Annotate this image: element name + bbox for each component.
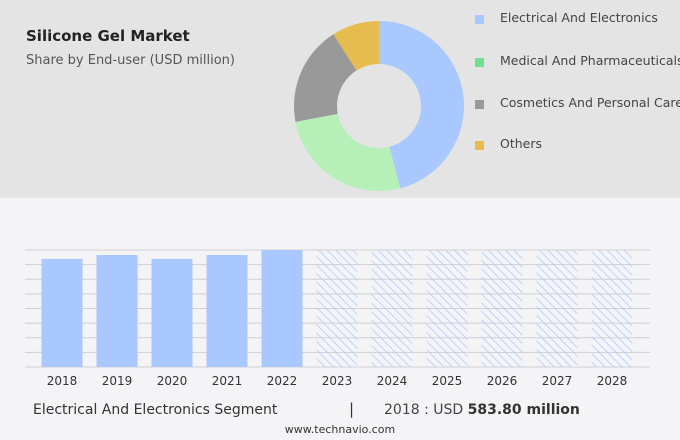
donut-slice-1 xyxy=(295,113,401,191)
donut-slice-0 xyxy=(379,21,465,189)
legend-label: Others xyxy=(500,136,543,151)
bar-2022 xyxy=(261,250,303,367)
chart-subtitle: Share by End-user (USD million) xyxy=(26,53,235,68)
bar-2019 xyxy=(96,254,138,367)
x-tick-label: 2028 xyxy=(597,374,628,388)
footer-year: 2018 : USD xyxy=(384,402,464,418)
x-tick-label: 2018 xyxy=(47,374,78,388)
bar-2020 xyxy=(151,258,193,367)
donut-slice-2 xyxy=(294,34,357,122)
legend-swatch xyxy=(475,141,484,150)
x-tick-label: 2026 xyxy=(487,374,518,388)
bar-forecast-2024 xyxy=(371,250,413,367)
bar-2021 xyxy=(206,254,248,367)
footer-value: 2018 : USD 583.80 million xyxy=(384,402,580,418)
bar-forecast-2026 xyxy=(481,250,523,367)
bar-forecast-2027 xyxy=(536,250,578,367)
chart-title: Silicone Gel Market xyxy=(26,27,190,45)
footer-amount: 583.80 million xyxy=(467,402,580,418)
legend-swatch xyxy=(475,15,484,24)
x-tick-label: 2024 xyxy=(377,374,408,388)
legend-swatch xyxy=(475,58,484,67)
bar-chart: 2018 2019 2020 2021 2022 2023 2024 2025 2026 2027… xyxy=(25,249,650,388)
x-tick-label: 2022 xyxy=(267,374,298,388)
legend-label: Cosmetics And Personal Care xyxy=(500,95,680,110)
donut-slice-3 xyxy=(333,21,379,71)
legend-swatch xyxy=(475,100,484,109)
x-tick-label: 2020 xyxy=(157,374,188,388)
legend-label: Medical And Pharmaceuticals xyxy=(500,53,680,68)
x-tick-label: 2025 xyxy=(432,374,463,388)
footer-segment: Electrical And Electronics Segment xyxy=(33,402,278,418)
bar-forecast-2023 xyxy=(316,250,358,367)
legend-label: Electrical And Electronics xyxy=(500,10,658,25)
website: www.technavio.com xyxy=(284,423,396,436)
bar-forecast-2025 xyxy=(426,250,468,367)
footer-separator: | xyxy=(349,400,355,418)
bar-2018 xyxy=(41,258,83,367)
x-tick-label: 2019 xyxy=(102,374,133,388)
donut-chart xyxy=(294,21,465,191)
x-tick-label: 2027 xyxy=(542,374,573,388)
x-tick-label: 2023 xyxy=(322,374,353,388)
bar-forecast-2028 xyxy=(591,250,633,367)
x-tick-label: 2021 xyxy=(212,374,243,388)
